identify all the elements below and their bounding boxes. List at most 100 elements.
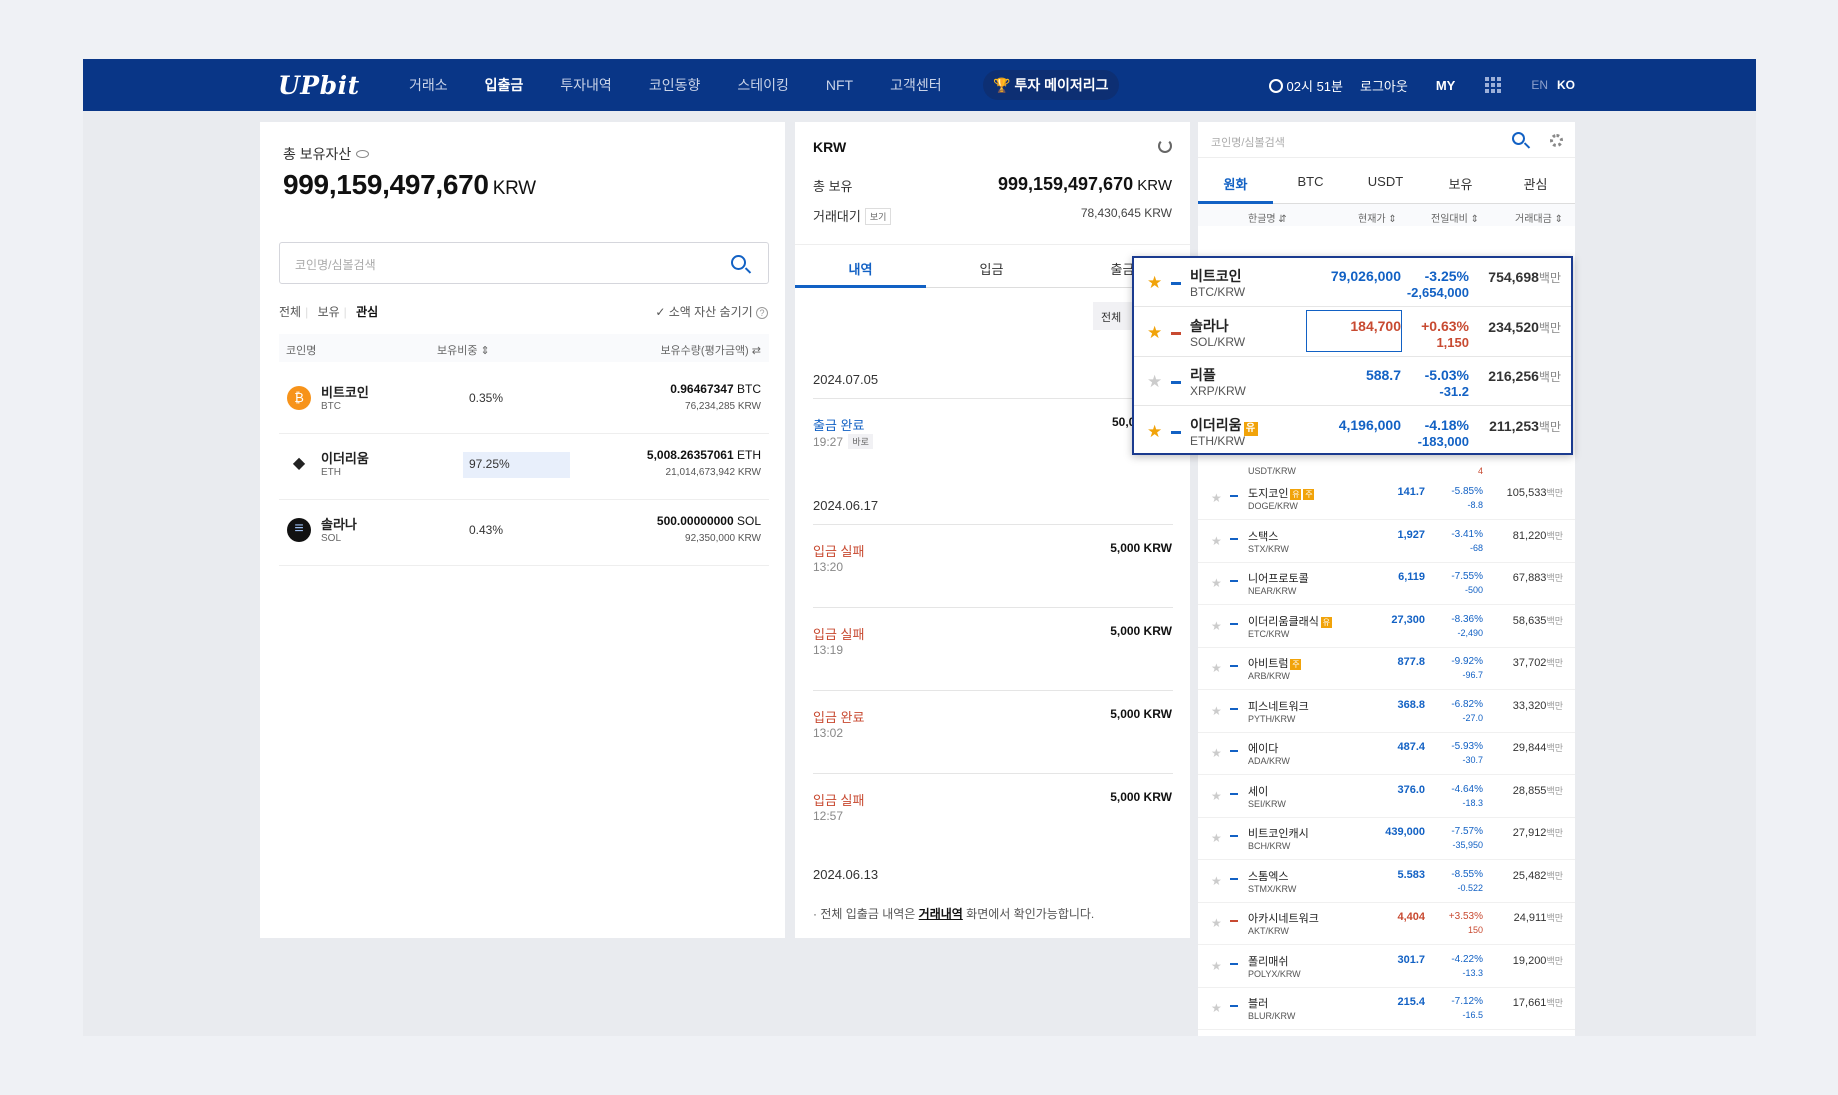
filter-held[interactable]: 보유 [317,305,340,319]
quote-row[interactable]: ★ 피스네트워크 PYTH/KRW 368.8 -6.82% -27.0 33,320백만 [1198,691,1575,733]
mini-chart-icon[interactable] [1171,430,1181,434]
tx-status[interactable]: 입금 완료 [813,710,865,725]
apps-grid-icon[interactable] [1485,77,1502,93]
menu-staking[interactable]: 스테이킹 [737,77,789,93]
mini-chart-icon[interactable] [1230,920,1238,922]
tab-btc[interactable]: BTC [1297,174,1324,189]
tab-history[interactable]: 내역 [848,262,873,277]
zoom-quote-row[interactable]: ★ 이더리움 유 ETH/KRW 4,196,000 -4.18% -183,000 211,… [1134,407,1571,454]
quote-row[interactable]: ★ 비트코인캐시 BCH/KRW 439,000 -7.57% -35,950 27,912… [1198,818,1575,860]
star-icon[interactable]: ★ [1211,491,1222,505]
mini-chart-icon[interactable] [1230,580,1238,582]
menu-support[interactable]: 고객센터 [890,77,942,93]
tab-krw[interactable]: 원화 [1223,177,1248,192]
menu-coin-trends[interactable]: 코인동향 [648,77,701,93]
col-holding-amount[interactable]: 보유수량(평가금액) ⇄ [660,345,761,357]
quote-row[interactable]: ★ 세이 SEI/KRW 376.0 -4.64% -18.3 28,855백만 [1198,776,1575,818]
star-icon[interactable]: ★ [1147,322,1163,342]
star-icon[interactable]: ★ [1211,788,1222,803]
tab-withdraw[interactable]: 출금 [1110,262,1135,277]
mini-chart-icon[interactable] [1171,331,1181,335]
filter-favorites[interactable]: 관심 [356,305,379,319]
logout-link[interactable]: 로그아웃 [1359,78,1408,94]
col-coin-name[interactable]: 코인명 [286,345,317,357]
asset-row[interactable]: ◆ 이더리움 ETH 97.25% 5,008.26357061 ETH 21,014,6… [279,428,769,500]
star-icon[interactable]: ★ [1211,873,1222,888]
promo-button[interactable]: 🏆 투자 메이저리그 [983,70,1119,100]
quote-row[interactable]: ★ 도지코인 유 주 DOGE/KRW 141.7 -5.85% -8.8 105,533백만 [1198,478,1575,520]
refresh-icon[interactable] [1158,139,1172,153]
col-holding-ratio[interactable]: 보유비중 ⇕ [437,345,490,357]
col-volume[interactable]: 거래대금 ⇕ [1515,214,1563,225]
filter-all[interactable]: 전체 [279,305,302,319]
quote-row[interactable]: ★ 니어프로토콜 NEAR/KRW 6,119 -7.55% -500 67,883백만 [1198,563,1575,605]
star-icon[interactable]: ★ [1211,916,1222,930]
star-icon[interactable]: ★ [1211,958,1222,973]
quote-row[interactable]: ★ 에이다 ADA/KRW 487.4 -5.93% -30.7 29,844백만 [1198,733,1575,775]
lang-ko[interactable]: KO [1557,78,1575,92]
help-icon[interactable]: ? [756,307,768,319]
eye-icon[interactable] [356,150,370,158]
star-icon[interactable]: ★ [1147,273,1163,292]
col-change[interactable]: 전일대비 ⇕ [1431,214,1479,225]
trade-history-link[interactable]: 거래내역 [918,907,963,921]
menu-investments[interactable]: 투자내역 [560,77,612,93]
asset-search-input[interactable]: 코인명/심볼검색 [279,242,769,284]
zoom-quote-row[interactable]: ★ 비트코인 BTC/KRW 79,026,000 -3.25% -2,654,000 75… [1134,258,1571,307]
tx-status[interactable]: 입금 실패 [813,544,865,559]
mini-chart-icon[interactable] [1230,835,1238,837]
menu-deposit-withdraw[interactable]: 입출금 [484,77,524,93]
session-time[interactable]: 02시 51분 [1268,76,1343,95]
mini-chart-icon[interactable] [1230,495,1238,497]
star-icon[interactable]: ★ [1211,746,1222,760]
star-icon[interactable]: ★ [1211,661,1222,675]
mini-chart-icon[interactable] [1230,877,1238,880]
col-current-price[interactable]: 현재가 ⇕ [1358,214,1397,225]
tab-usdt[interactable]: USDT [1367,174,1404,189]
menu-exchange[interactable]: 거래소 [409,77,448,93]
mini-chart-icon[interactable] [1230,792,1238,795]
zoom-quote-row[interactable]: ★ 리플 XRP/KRW 588.7 -5.03% -31.2 216,256백만 [1134,357,1571,406]
mini-chart-icon[interactable] [1230,750,1238,752]
my-link[interactable]: MY [1435,77,1456,93]
star-icon[interactable]: ★ [1211,618,1222,633]
mini-chart-icon[interactable] [1230,537,1238,540]
quote-row[interactable]: ★ 이더리움클래식 유 ETC/KRW 27,300 -8.36% -2,490 58,635… [1198,606,1575,648]
search-icon[interactable] [731,255,746,270]
mini-chart-icon[interactable] [1230,1005,1238,1007]
col-korean-name[interactable]: 한글명 ⇵ [1248,214,1287,225]
pending-view-button[interactable]: 보기 [864,208,892,225]
asset-row[interactable]: ≡ 솔라나 SOL 0.43% 500.00000000 SOL 92,350,000 K… [279,494,769,566]
mini-chart-icon[interactable] [1230,962,1238,965]
hide-small-assets-toggle[interactable]: ✓ 소액 자산 숨기기 ? [655,303,768,320]
quote-row[interactable]: ★ 아카시네트워크 AKT/KRW 4,404 +3.53% 150 24,911백만 [1198,903,1575,945]
zoom-quote-row[interactable]: ★ 솔라나 SOL/KRW 184,700 +0.63% 1,150 234,520백만 [1134,308,1571,357]
tx-status[interactable]: 출금 완료 [813,418,865,433]
coin-search-input[interactable]: 코인명/심볼검색 [1198,122,1575,158]
tab-deposit[interactable]: 입금 [979,262,1004,277]
quote-row[interactable]: ★ 아비트럼 주 ARB/KRW 877.8 -9.92% -96.7 37,702백만 [1198,648,1575,690]
menu-nft[interactable]: NFT [825,77,854,93]
mini-chart-icon[interactable] [1171,381,1181,384]
mini-chart-icon[interactable] [1171,282,1181,285]
tx-status[interactable]: 입금 실패 [813,793,865,808]
quote-row[interactable]: ★ 폴리매쉬 POLYX/KRW 301.7 -4.22% -13.3 19,200백만 [1198,946,1575,988]
star-icon[interactable]: ★ [1211,1001,1222,1015]
lang-en[interactable]: EN [1531,78,1548,92]
upbit-logo[interactable]: UPbit [278,71,360,100]
mini-chart-icon[interactable] [1230,622,1238,625]
mini-chart-icon[interactable] [1230,707,1238,710]
tab-favorites[interactable]: 관심 [1523,177,1548,192]
quote-row[interactable]: ★ 블러 BLUR/KRW 215.4 -7.12% -16.5 17,661백만 [1198,988,1575,1030]
quote-row[interactable]: ★ 스톰엑스 STMX/KRW 5.583 -8.55% -0.522 25,482백만 [1198,861,1575,903]
quote-row[interactable]: ★ 스택스 STX/KRW 1,927 -3.41% -68 81,220백만 [1198,521,1575,563]
search-icon[interactable] [1512,132,1525,145]
tx-status[interactable]: 입금 실패 [813,627,865,642]
asset-row[interactable]: ₿ 비트코인 BTC 0.35% 0.96467347 BTC 76,234,285 KR… [279,362,769,434]
star-icon[interactable]: ★ [1211,576,1222,590]
tab-held[interactable]: 보유 [1448,177,1473,192]
star-icon[interactable]: ★ [1147,421,1163,441]
gear-icon[interactable] [1550,134,1563,147]
star-icon[interactable]: ★ [1211,533,1222,548]
star-icon[interactable]: ★ [1211,831,1222,845]
